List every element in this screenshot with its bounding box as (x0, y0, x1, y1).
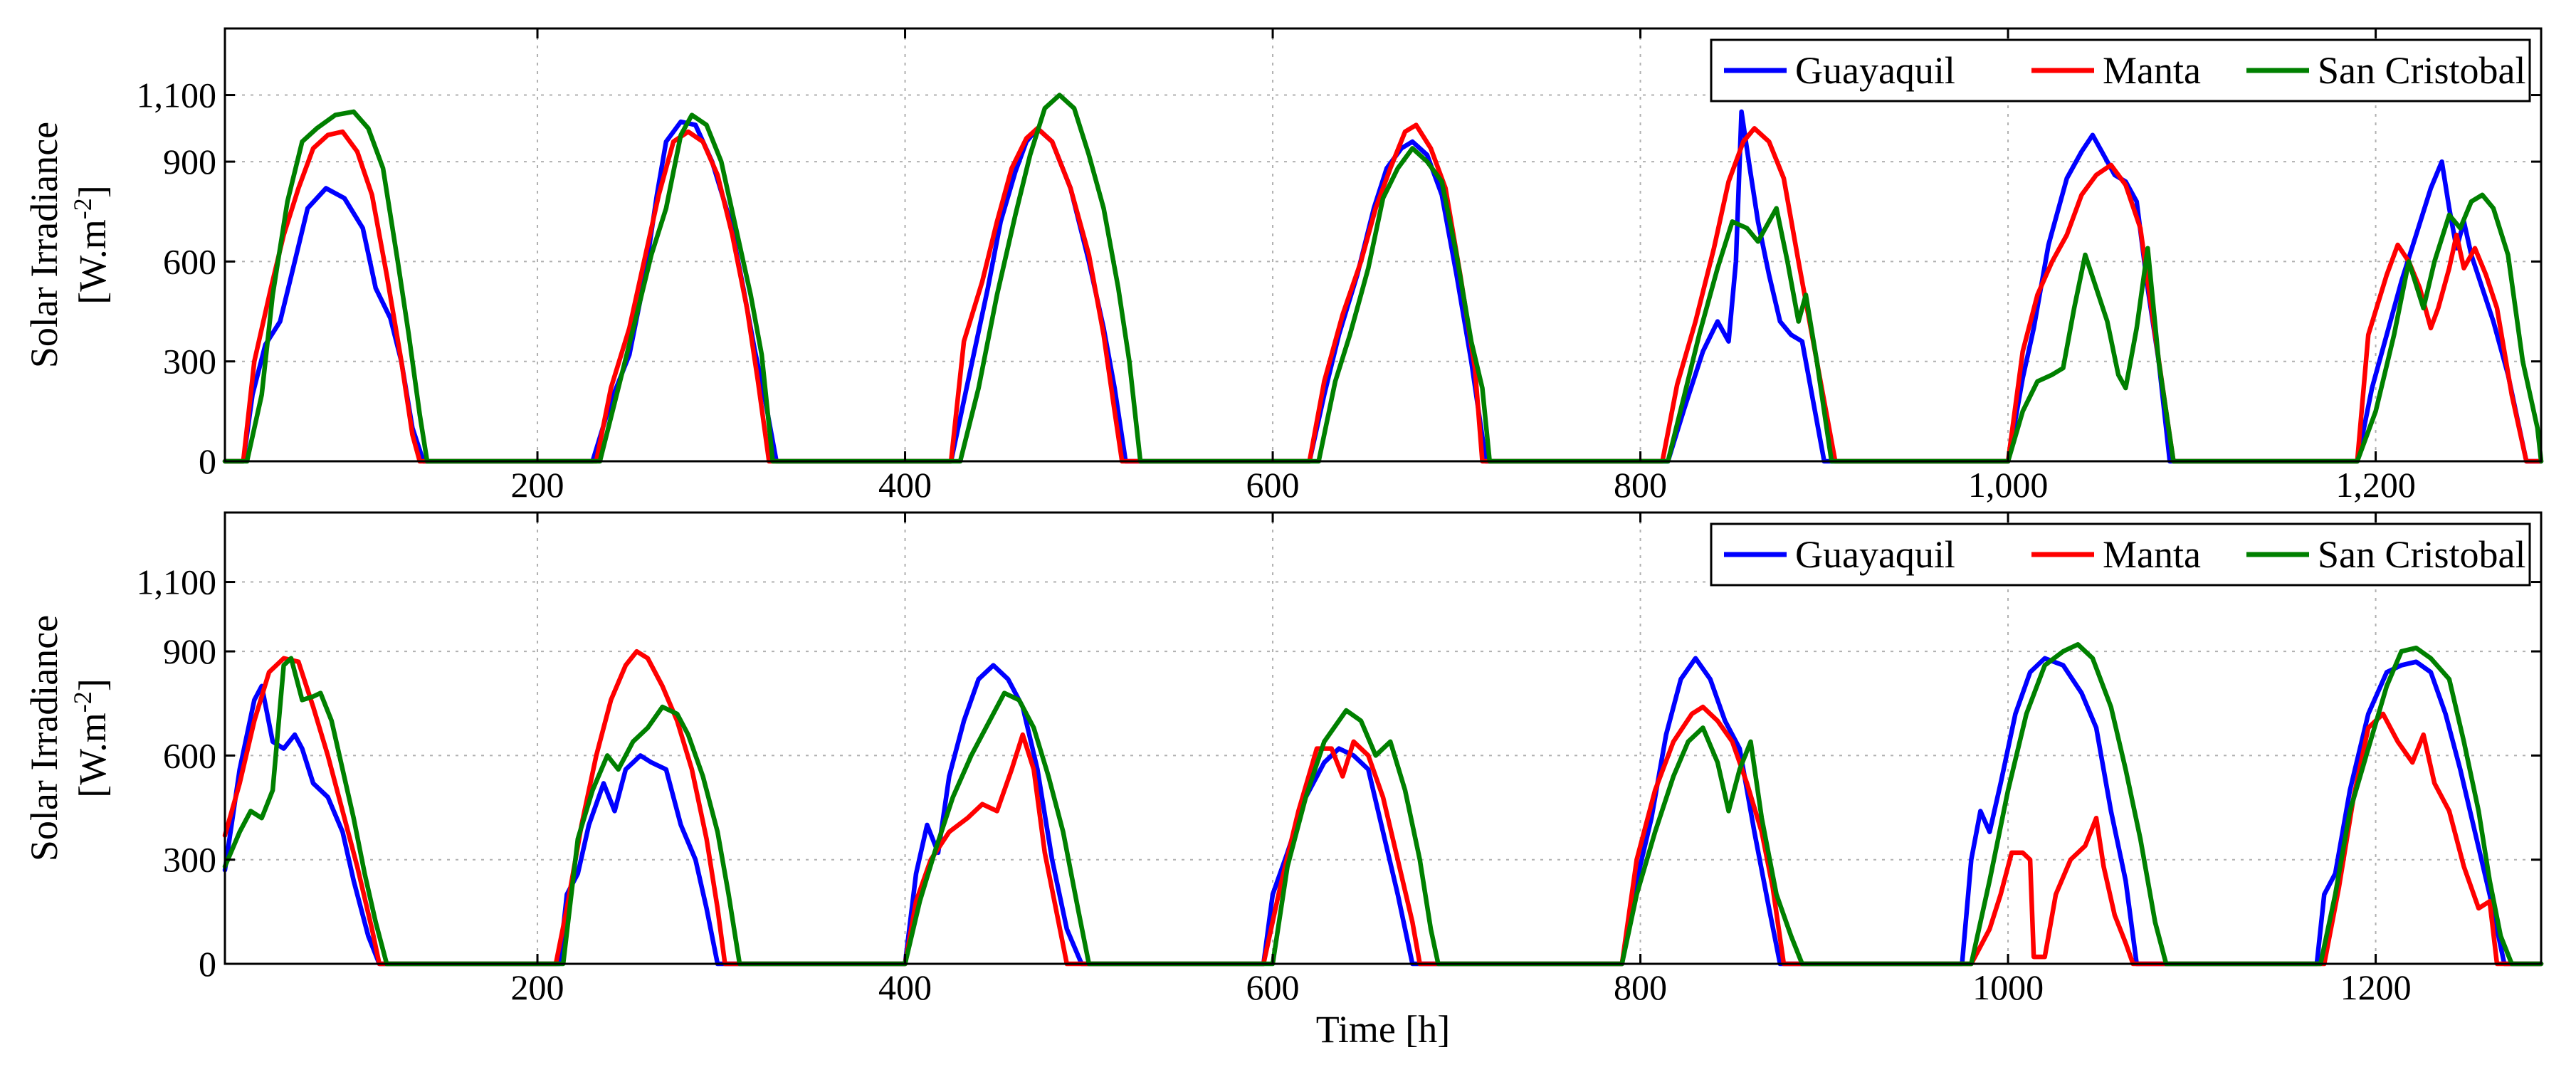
legend-label: Guayaquil (1795, 49, 1955, 92)
y-tick-label: 300 (163, 840, 216, 880)
legend-label: Guayaquil (1795, 533, 1955, 576)
y-tick-label: 1,100 (137, 562, 217, 602)
x-tick-label: 1,000 (1968, 465, 2049, 505)
y-tick-label: 1,100 (137, 75, 217, 115)
y-tick-label: 0 (199, 441, 216, 481)
x-tick-label: 600 (1246, 967, 1300, 1007)
x-tick-label: 1,200 (2335, 465, 2416, 505)
legend-box (1710, 38, 2531, 103)
series-line-san-cristobal (222, 93, 2544, 464)
legend-label: San Cristobal (2318, 533, 2526, 576)
legend-box (1710, 522, 2531, 587)
plot-frame (224, 511, 2543, 965)
series-line-guayaquil (222, 656, 2544, 967)
legend: Guayaquil Manta San Cristobal (1710, 38, 2531, 103)
legend-label: San Cristobal (2318, 49, 2526, 92)
x-tick-label: 400 (878, 967, 932, 1007)
y-axis-units: [W.m-2] (68, 185, 114, 304)
legend: Guayaquil Manta San Cristobal (1710, 522, 2531, 587)
series-line-guayaquil (222, 109, 2544, 464)
series-line-manta (222, 648, 2544, 967)
x-tick-label: 800 (1614, 967, 1667, 1007)
x-tick-label: 200 (511, 967, 564, 1007)
y-axis-title: Solar Irradiance (23, 615, 65, 861)
legend-label: Manta (2103, 533, 2201, 576)
y-tick-label: 600 (163, 241, 216, 281)
x-tick-label: 1200 (2340, 967, 2412, 1007)
chart-panel-bottom: 200 400 600 800 1000 1200 0 300 600 900 1,100 Solar… (23, 511, 2544, 1051)
y-tick-label: 0 (199, 944, 216, 984)
x-tick-label: 200 (511, 465, 564, 505)
y-tick-label: 900 (163, 631, 216, 671)
y-axis-units: [W.m-2] (68, 678, 114, 797)
y-axis-title: Solar Irradiance (23, 122, 65, 368)
x-tick-label: 600 (1246, 465, 1300, 505)
y-tick-label: 900 (163, 142, 216, 182)
x-tick-label: 400 (878, 465, 932, 505)
x-tick-label: 1000 (1972, 967, 2044, 1007)
x-tick-label: 800 (1614, 465, 1667, 505)
plot-frame (224, 27, 2543, 463)
y-tick-label: 600 (163, 735, 216, 775)
x-axis-title: Time [h] (1316, 1008, 1451, 1051)
legend-label: Manta (2103, 49, 2201, 92)
chart-panel-top: 200 400 600 800 1,000 1,200 0 300 600 900 1,100 Sol… (23, 27, 2544, 505)
y-tick-label: 300 (163, 342, 216, 382)
